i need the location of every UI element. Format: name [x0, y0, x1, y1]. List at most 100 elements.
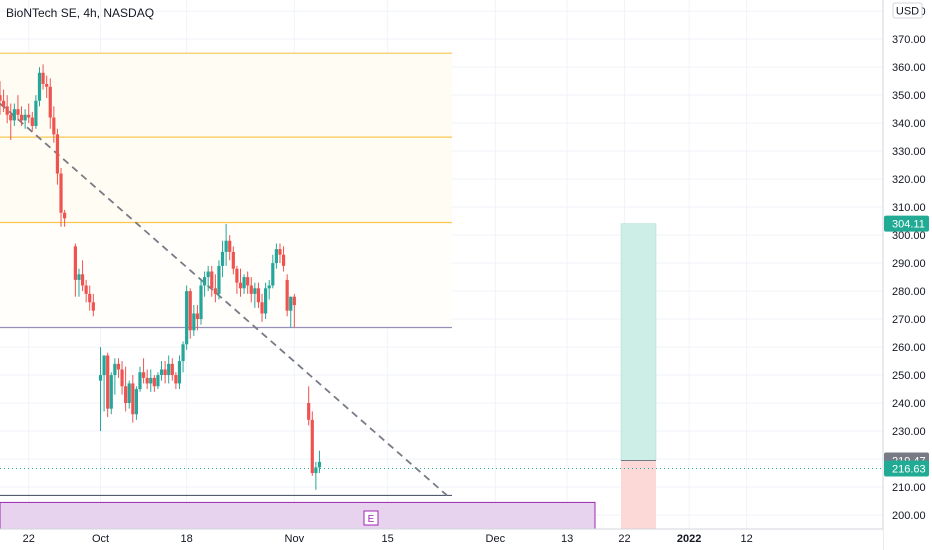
candle-body: [278, 249, 282, 255]
candle: [149, 369, 153, 392]
candle: [102, 355, 106, 412]
candle-body: [37, 72, 42, 101]
candle: [124, 366, 128, 412]
position-target-zone[interactable]: [620, 223, 657, 461]
candle: [235, 265, 239, 294]
candle: [127, 380, 131, 409]
candle: [188, 288, 192, 339]
candle-body: [1, 100, 6, 107]
candle-body: [80, 274, 85, 286]
candle: [181, 341, 185, 373]
candle-body: [124, 386, 128, 404]
candle-body: [84, 285, 88, 294]
candle: [177, 355, 182, 390]
candle-body: [5, 106, 9, 115]
candle-body: [314, 467, 318, 474]
candle-body: [281, 254, 286, 266]
candle-body: [152, 377, 156, 387]
candle: [242, 274, 246, 294]
candle: [256, 282, 261, 308]
currency-box[interactable]: USD: [892, 2, 923, 19]
candle-body: [27, 114, 31, 118]
candle: [116, 358, 121, 378]
candle-body: [127, 383, 131, 404]
currency-label: USD: [896, 6, 919, 18]
x-tick-label: 18: [181, 533, 193, 545]
candle-body: [217, 265, 221, 294]
candle: [1, 89, 6, 112]
candle-body: [220, 251, 225, 266]
candle-body: [202, 277, 207, 286]
candle-body: [310, 419, 314, 474]
candle: [16, 95, 20, 121]
y-tick-label: 290.00: [892, 258, 926, 270]
candle: [138, 366, 142, 392]
candle: [88, 285, 92, 311]
candle-body: [264, 288, 268, 314]
earnings-marker[interactable]: E: [363, 510, 379, 526]
candle: [195, 305, 200, 331]
candle-body: [185, 291, 189, 345]
x-tick-label: 12: [740, 533, 752, 545]
candle: [152, 375, 156, 392]
candle-body: [30, 117, 34, 126]
candle-body: [73, 246, 77, 280]
candle-body: [145, 377, 149, 384]
candle-body: [195, 313, 200, 320]
candle-body: [271, 263, 275, 286]
candle: [202, 271, 207, 297]
candle-body: [210, 271, 214, 289]
candle: [278, 243, 282, 264]
price-tag[interactable]: 216.63: [884, 460, 929, 477]
candle: [217, 260, 221, 300]
candle: [231, 246, 235, 275]
y-tick-label: 310.00: [892, 202, 926, 214]
candle-body: [167, 363, 171, 376]
candle: [113, 358, 117, 395]
candle: [285, 274, 289, 317]
y-tick-label: 210.00: [892, 482, 926, 494]
candle-body: [55, 134, 60, 174]
candle-body: [34, 100, 38, 126]
candle: [185, 285, 189, 350]
candle-body: [98, 375, 103, 381]
candle-body: [23, 114, 27, 121]
candle-body: [260, 302, 264, 314]
candle: [80, 260, 85, 292]
candle-body: [91, 302, 95, 311]
candle: [23, 109, 27, 129]
candle-body: [249, 285, 253, 294]
candle: [48, 78, 52, 129]
candle: [307, 386, 311, 426]
candle-body: [206, 271, 210, 278]
candle-body: [199, 285, 203, 320]
candle: [170, 358, 174, 381]
candle: [9, 103, 13, 140]
y-tick-label: 280.00: [892, 286, 926, 298]
candle-body: [59, 173, 63, 213]
position-stop-zone[interactable]: [621, 460, 656, 529]
candle-body: [19, 114, 24, 121]
trend-line[interactable]: [0, 102, 448, 497]
candle: [267, 279, 271, 300]
candle-body: [134, 389, 138, 415]
price-tag[interactable]: 304.11: [884, 215, 929, 232]
candle-body: [159, 369, 164, 376]
candle-body: [16, 109, 20, 115]
candle: [253, 282, 257, 308]
candle-body: [102, 355, 106, 376]
candle: [210, 265, 214, 297]
candle: [109, 372, 113, 415]
candle: [120, 361, 124, 395]
candle: [77, 268, 81, 297]
candle: [246, 271, 250, 294]
candle-body: [181, 344, 185, 362]
candle: [91, 293, 95, 317]
x-tick-label: 22: [618, 533, 630, 545]
chart-title: BioNTech SE, 4h, NASDAQ: [6, 6, 154, 20]
candle: [37, 67, 42, 107]
candle: [274, 243, 278, 269]
candle-body: [141, 372, 146, 378]
